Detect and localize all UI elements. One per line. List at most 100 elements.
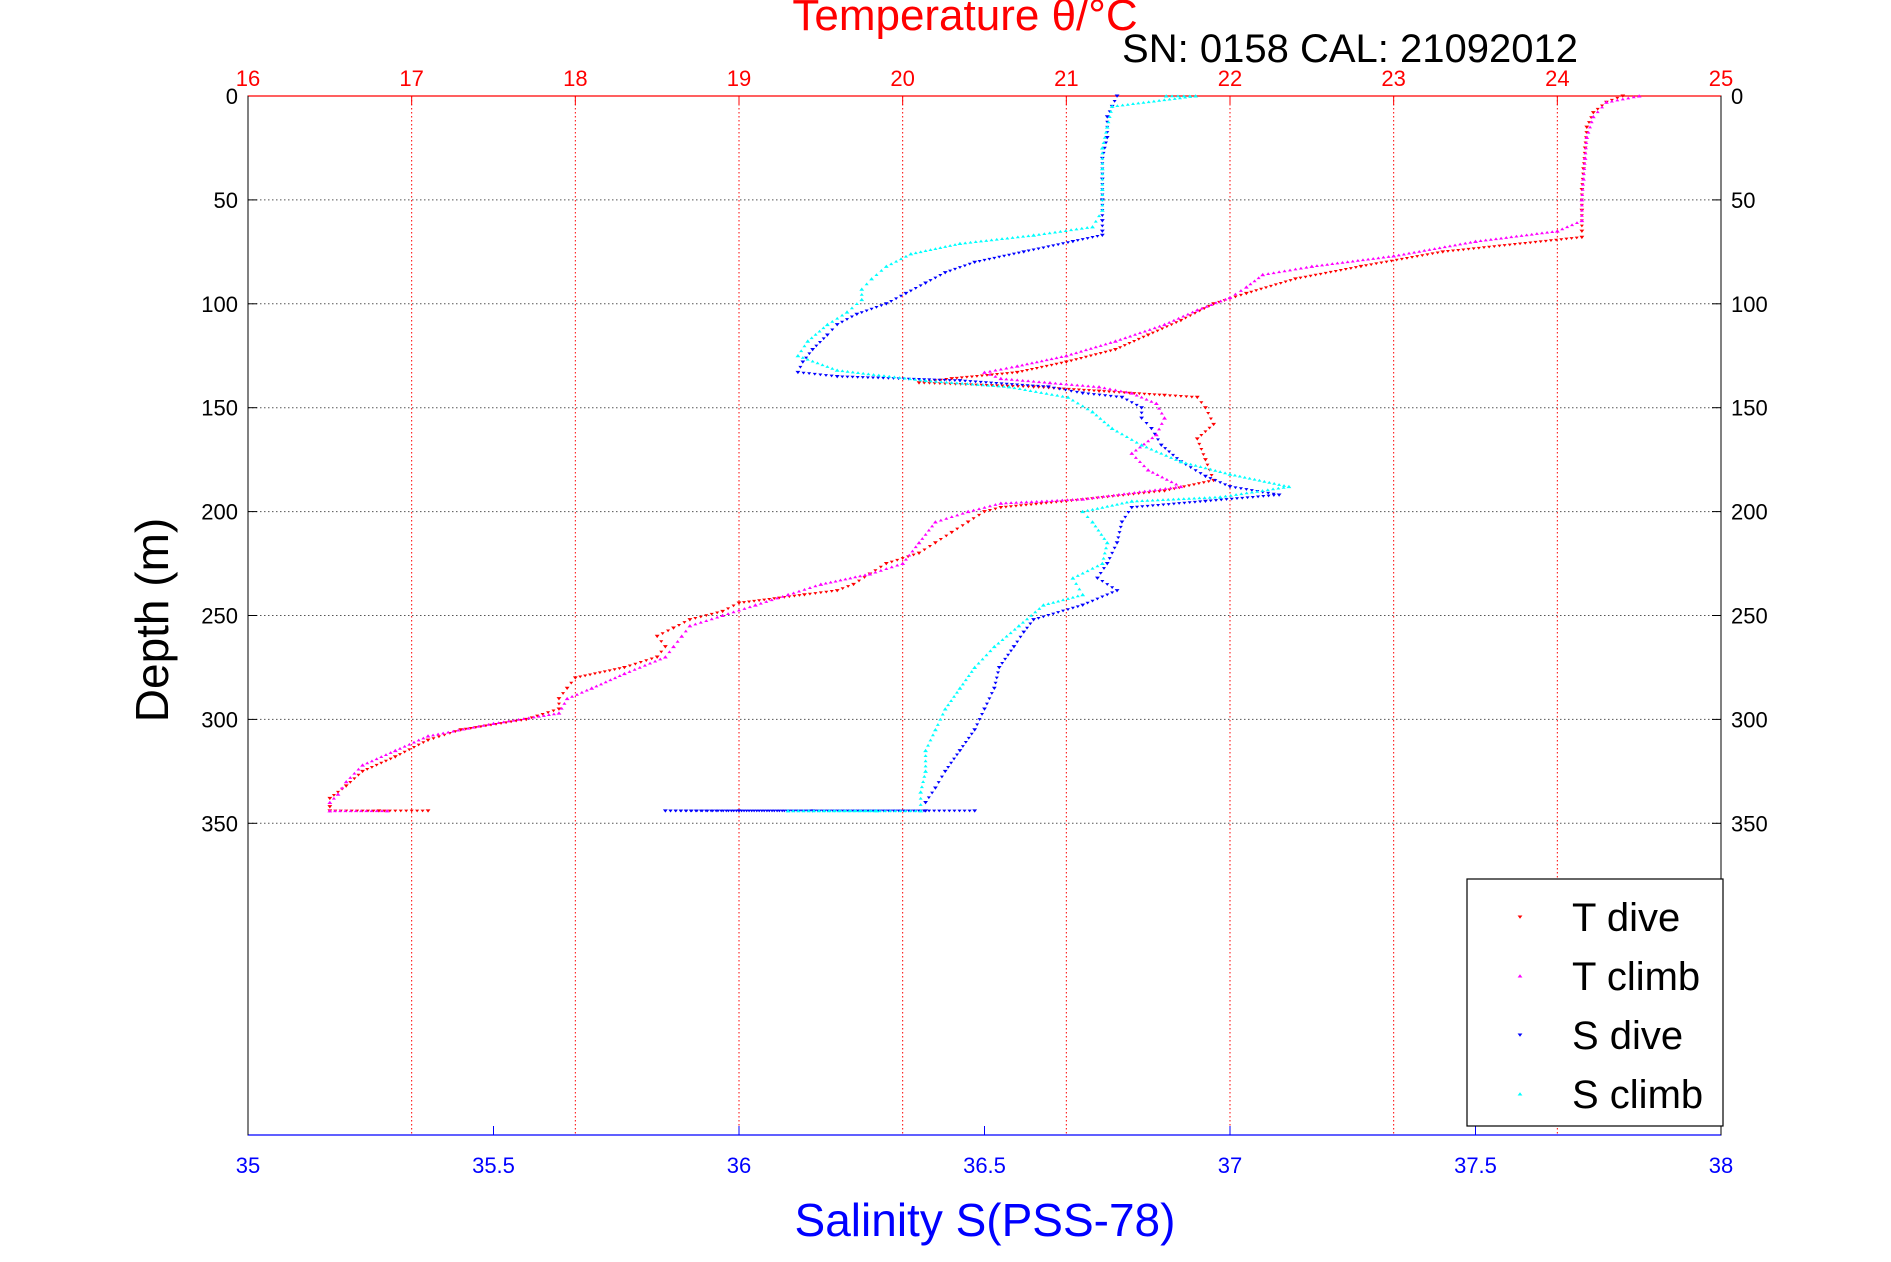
t-climb-point xyxy=(1524,233,1529,237)
s-dive-point xyxy=(683,809,688,813)
s-dive-point xyxy=(834,323,840,327)
s-dive-point xyxy=(1107,557,1112,560)
t-dive-point xyxy=(715,611,720,615)
s-climb-point xyxy=(840,313,845,317)
t-climb-point xyxy=(608,678,613,682)
s-climb-point xyxy=(934,379,939,383)
t-climb-point xyxy=(1147,328,1152,331)
t-climb-point xyxy=(1169,480,1174,484)
t-dive-point xyxy=(982,510,987,514)
t-climb-point xyxy=(1162,416,1167,420)
s-dive-point xyxy=(1103,394,1108,398)
t-dive-point xyxy=(757,599,762,602)
s-climb-point xyxy=(817,809,822,813)
s-climb-point xyxy=(1061,598,1066,602)
s-dive-point xyxy=(1119,520,1125,524)
s-climb-point xyxy=(919,785,924,789)
legend-label: S climb xyxy=(1572,1073,1703,1117)
s-dive-point xyxy=(1002,254,1007,258)
t-dive-point xyxy=(376,809,382,813)
t-climb-point xyxy=(791,591,796,595)
t-dive-point xyxy=(1243,291,1249,296)
s-dive-point xyxy=(801,371,806,375)
t-climb-point xyxy=(1014,501,1019,504)
s-dive-point xyxy=(1112,546,1117,550)
t-climb-point xyxy=(726,612,731,616)
s-climb-point xyxy=(1090,508,1095,511)
t-dive-point xyxy=(949,377,955,381)
s-dive-point xyxy=(957,266,962,269)
t-climb-point xyxy=(667,650,672,654)
t-dive-point xyxy=(698,615,703,619)
s-dive-point xyxy=(1016,251,1021,255)
t-climb-point xyxy=(1149,399,1154,403)
t-climb-point xyxy=(1204,304,1209,308)
t-climb-point xyxy=(1325,262,1330,266)
t-climb-point xyxy=(374,757,379,761)
s-climb-point xyxy=(859,297,865,302)
t-climb-point xyxy=(933,520,938,524)
t-climb-point xyxy=(335,792,341,796)
t-dive-point xyxy=(777,596,782,600)
s-climb-point xyxy=(1181,497,1186,501)
t-dive-point xyxy=(1209,473,1214,477)
t-dive-point xyxy=(666,629,671,633)
s-climb-point xyxy=(1102,420,1107,424)
s-climb-point xyxy=(824,322,830,327)
s-climb-point xyxy=(813,333,818,336)
t-climb-point xyxy=(1153,401,1159,406)
s-dive-point xyxy=(795,370,801,375)
s-dive-point xyxy=(860,376,865,379)
s-dive-point xyxy=(1065,608,1070,611)
t-dive-point xyxy=(662,645,668,649)
t-climb-point xyxy=(348,776,353,779)
s-climb-point xyxy=(796,809,801,813)
s-dive-point xyxy=(1100,595,1105,599)
s-dive-point xyxy=(937,809,942,813)
t-dive-point xyxy=(409,809,414,813)
t-climb-point xyxy=(1560,227,1565,231)
s-dive-point xyxy=(1114,94,1120,98)
s-dive-point xyxy=(1036,616,1041,620)
s-climb-point xyxy=(991,644,997,649)
t-climb-point xyxy=(1401,252,1406,256)
t-climb-point xyxy=(516,718,521,721)
s-dive-point xyxy=(869,307,874,311)
s-climb-point xyxy=(1075,401,1080,405)
y-tick-label: 0 xyxy=(226,84,238,109)
temperature-tick-label: 21 xyxy=(1054,66,1078,91)
t-dive-point xyxy=(397,753,402,756)
t-climb-point xyxy=(1086,384,1091,388)
t-climb-point xyxy=(1209,303,1214,306)
s-dive-point xyxy=(840,320,845,324)
s-climb-point xyxy=(984,239,989,242)
t-climb-point xyxy=(1042,380,1047,384)
s-dive-point xyxy=(966,736,971,740)
s-dive-point xyxy=(709,809,714,813)
t-dive-point xyxy=(1590,111,1596,115)
s-dive-point xyxy=(984,702,989,706)
t-climb-point xyxy=(556,711,562,715)
s-dive-point xyxy=(957,379,963,383)
s-dive-point xyxy=(1100,214,1105,217)
s-climb-point xyxy=(1099,208,1105,212)
s-climb-point xyxy=(1079,226,1084,230)
t-climb-point xyxy=(1266,272,1271,276)
t-climb-point xyxy=(1142,464,1147,468)
s-climb-point xyxy=(834,368,840,372)
t-dive-point xyxy=(627,664,632,668)
t-dive-point xyxy=(1162,393,1167,398)
t-climb-point xyxy=(481,723,486,727)
x-axis-title: Salinity S(PSS-78) xyxy=(795,1194,1176,1246)
s-dive-point xyxy=(1025,626,1030,630)
legend-marker xyxy=(1517,1092,1523,1096)
t-dive-point xyxy=(1415,255,1420,258)
s-climb-point xyxy=(861,371,866,375)
s-climb-point xyxy=(1017,387,1022,391)
t-climb-point xyxy=(1069,383,1074,386)
t-dive-point xyxy=(1369,263,1374,267)
s-climb-point xyxy=(1149,447,1154,451)
s-climb-point xyxy=(1069,228,1074,232)
s-climb-point xyxy=(1037,607,1042,610)
t-dive-point xyxy=(1492,245,1497,248)
